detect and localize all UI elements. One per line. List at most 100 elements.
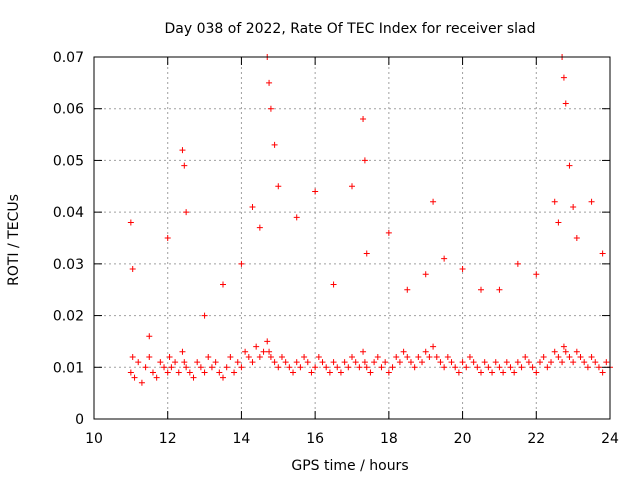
data-point	[407, 359, 414, 366]
data-point	[186, 369, 193, 376]
data-point	[470, 359, 477, 366]
y-tick-label: 0.03	[53, 257, 84, 273]
data-point	[570, 359, 577, 366]
data-point	[361, 359, 368, 366]
data-point	[190, 374, 197, 381]
data-point	[496, 364, 503, 371]
data-point	[157, 359, 164, 366]
y-tick-label: 0.07	[53, 50, 84, 66]
data-point	[555, 353, 562, 360]
data-point	[220, 281, 226, 288]
data-point	[492, 359, 499, 366]
data-point	[459, 359, 466, 366]
data-point	[529, 364, 536, 371]
data-point	[297, 364, 304, 371]
data-point	[371, 359, 378, 366]
data-point	[208, 364, 215, 371]
data-point	[282, 359, 289, 366]
data-point	[293, 214, 300, 221]
y-tick-label: 0.02	[53, 309, 84, 325]
data-point	[396, 359, 403, 366]
data-point	[131, 374, 138, 381]
x-tick-label: 10	[85, 431, 103, 447]
data-point	[266, 348, 273, 355]
data-point	[441, 364, 448, 371]
data-point	[463, 364, 470, 371]
data-point	[566, 353, 573, 360]
data-point	[260, 348, 267, 355]
data-point	[540, 353, 547, 360]
data-point	[249, 359, 256, 366]
data-point	[220, 374, 226, 381]
data-point	[161, 364, 168, 371]
data-point	[448, 359, 455, 366]
data-point	[419, 359, 426, 366]
data-point	[544, 364, 551, 371]
data-point	[267, 105, 274, 112]
data-point	[500, 369, 507, 376]
y-tick-label: 0.01	[53, 360, 84, 376]
data-point	[548, 359, 555, 366]
data-point	[481, 359, 488, 366]
data-point	[411, 364, 418, 371]
data-point	[271, 141, 278, 148]
data-point	[599, 250, 606, 257]
data-point	[312, 188, 319, 195]
data-point	[503, 359, 510, 366]
data-point	[201, 312, 208, 319]
data-point	[478, 286, 484, 293]
data-point	[201, 369, 208, 376]
data-point	[382, 359, 389, 366]
data-point	[560, 74, 567, 81]
data-point	[385, 229, 392, 236]
data-point	[337, 369, 344, 376]
x-tick-label: 18	[380, 431, 398, 447]
data-point	[555, 219, 562, 226]
data-point	[360, 348, 367, 355]
data-point	[437, 359, 444, 366]
data-point	[378, 364, 385, 371]
data-point	[304, 359, 311, 366]
data-point	[245, 353, 252, 360]
data-point	[573, 348, 580, 355]
data-point	[330, 281, 337, 288]
data-point	[242, 348, 249, 355]
data-point	[551, 348, 558, 355]
data-point	[444, 353, 451, 360]
data-point	[271, 359, 278, 366]
data-point	[135, 359, 142, 366]
plot-frame	[93, 56, 611, 420]
x-tick-label: 20	[454, 431, 472, 447]
data-point	[179, 348, 186, 355]
data-point	[212, 359, 219, 366]
data-point	[459, 266, 466, 273]
data-point	[393, 353, 400, 360]
data-point	[183, 209, 190, 216]
data-point	[518, 364, 525, 371]
x-tick-label: 16	[306, 431, 324, 447]
data-point	[514, 359, 521, 366]
data-point	[164, 369, 171, 376]
data-point	[511, 369, 518, 376]
data-point	[433, 353, 440, 360]
data-point	[238, 260, 245, 267]
data-point	[422, 271, 429, 278]
data-point	[514, 260, 521, 267]
data-point	[256, 224, 263, 231]
data-point	[223, 364, 230, 371]
data-point	[264, 338, 271, 345]
data-points	[127, 54, 613, 386]
data-point	[385, 369, 392, 376]
data-point	[315, 353, 322, 360]
chart-title: Day 038 of 2022, Rate Of TEC Index for r…	[164, 21, 535, 37]
data-point	[253, 343, 260, 350]
data-point	[266, 79, 273, 86]
data-point	[551, 198, 558, 205]
data-point	[275, 364, 282, 371]
data-point	[533, 271, 540, 278]
data-point	[345, 364, 352, 371]
data-point	[181, 162, 188, 169]
data-point	[138, 379, 145, 386]
data-point	[595, 364, 602, 371]
data-point	[562, 348, 569, 355]
